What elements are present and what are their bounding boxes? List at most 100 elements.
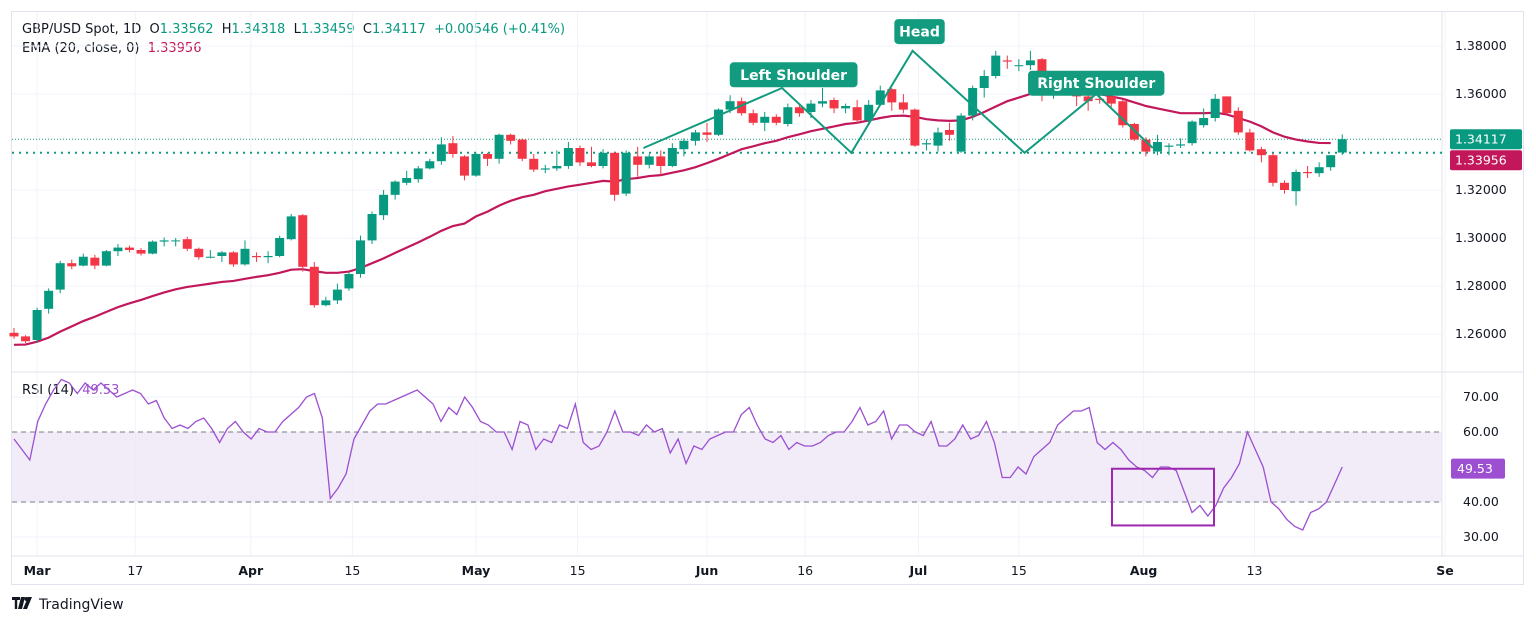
candle-body <box>1314 167 1324 174</box>
candle <box>968 85 978 121</box>
candle-body <box>933 132 943 146</box>
candle-body <box>78 256 88 266</box>
candle <box>864 100 874 123</box>
candle-body <box>1083 96 1093 102</box>
rsi-tick-label: 40.00 <box>1463 494 1499 509</box>
candle <box>298 214 308 272</box>
time-tick-label: 13 <box>1247 563 1263 578</box>
candle <box>679 138 689 157</box>
rsi-value: 49.53 <box>82 383 120 398</box>
rsi-band <box>12 431 1442 503</box>
ema-label: EMA (20, close, 0) <box>22 41 140 56</box>
candle-body <box>1280 182 1289 190</box>
rsi-highlight-rect <box>1111 467 1215 527</box>
candle-body <box>171 240 181 242</box>
candle-body <box>1106 96 1116 104</box>
candle-body <box>598 152 608 166</box>
candle <box>875 85 885 106</box>
candle <box>1222 96 1232 115</box>
candle-body <box>459 156 469 176</box>
ema-legend[interactable]: EMA (20, close, 0) 1.33956 <box>22 41 201 56</box>
candle-body <box>1118 101 1128 126</box>
pattern-label-head: Head <box>894 19 945 45</box>
candle <box>1118 100 1128 128</box>
candle <box>841 103 851 114</box>
candle-body <box>956 115 966 152</box>
candle-body <box>587 162 596 166</box>
rsi-highlight-box <box>1111 467 1215 527</box>
low-label: L <box>293 22 301 37</box>
candle <box>818 88 827 108</box>
candle-body <box>55 263 65 290</box>
candle-body <box>471 154 481 176</box>
candle <box>529 154 539 172</box>
candle <box>644 154 654 169</box>
symbol-legend[interactable]: GBP/USD Spot, 1D O1.33562 H1.34318 L1.33… <box>22 22 565 37</box>
candle <box>1337 134 1347 155</box>
candle <box>783 103 793 127</box>
candle-body <box>945 130 955 135</box>
candle-body <box>402 178 412 183</box>
candle <box>945 122 955 141</box>
candle <box>887 88 897 111</box>
candle <box>344 271 354 291</box>
candle <box>21 335 31 344</box>
candle <box>956 113 966 153</box>
candle-body <box>309 266 319 306</box>
price-badge: 1.33956 <box>1450 150 1522 171</box>
candle <box>459 155 469 181</box>
candle <box>1164 143 1174 156</box>
candle-body <box>148 241 158 254</box>
candle-body <box>240 248 250 265</box>
candle <box>667 143 677 168</box>
rsi-badge-bg <box>1451 458 1505 479</box>
candle-body <box>101 251 111 266</box>
rsi-line <box>13 378 1343 531</box>
candle <box>471 152 481 177</box>
pattern-label-bg <box>729 62 858 88</box>
rsi-legend[interactable]: RSI (14) 49.53 <box>22 383 119 398</box>
price-badge-text: 1.34117 <box>1455 132 1507 147</box>
candle-body <box>621 152 631 194</box>
candle <box>506 133 516 145</box>
grid-lines <box>12 12 1524 557</box>
candle <box>402 170 412 186</box>
candle-body <box>90 257 100 266</box>
candle <box>702 122 712 142</box>
candle-body <box>656 156 666 166</box>
candle-body <box>1256 149 1266 156</box>
candle <box>148 240 158 255</box>
time-tick-label: Jul <box>908 563 927 578</box>
candle <box>448 136 458 158</box>
candle-body <box>125 247 134 250</box>
candle <box>575 145 585 166</box>
candle <box>182 236 192 252</box>
candle <box>910 108 920 147</box>
footer[interactable]: TradingView <box>12 597 124 613</box>
high-value: 1.34318 <box>231 22 286 37</box>
candle-body <box>67 263 77 267</box>
candle-body <box>794 107 804 114</box>
candle <box>760 112 770 132</box>
candle-body <box>263 256 273 258</box>
candle <box>1268 152 1278 187</box>
price-tick-label: 1.36000 <box>1455 86 1507 101</box>
candle-body <box>644 156 654 165</box>
candle <box>217 251 227 262</box>
time-tick-label: 15 <box>1011 563 1027 578</box>
rsi-axis: 70.00 60.00 40.00 30.00 49.53 <box>1451 389 1505 544</box>
low-value: 1.33459 <box>300 22 355 37</box>
candle <box>1303 166 1313 178</box>
candle-body <box>1291 172 1301 192</box>
candle-body <box>610 152 620 195</box>
close-value: 1.34117 <box>371 22 426 37</box>
time-tick-label: Mar <box>24 563 52 578</box>
candle <box>136 248 146 256</box>
time-axis: Mar 17 Apr 15 May 15 Jun 16 Jul 15 Aug 13 Se <box>24 563 1454 578</box>
candle-body <box>356 240 365 274</box>
brand-name: TradingView <box>39 597 124 613</box>
pattern-label-text: Right Shoulder <box>1037 76 1155 92</box>
candle <box>1245 128 1255 152</box>
candle <box>367 211 377 244</box>
